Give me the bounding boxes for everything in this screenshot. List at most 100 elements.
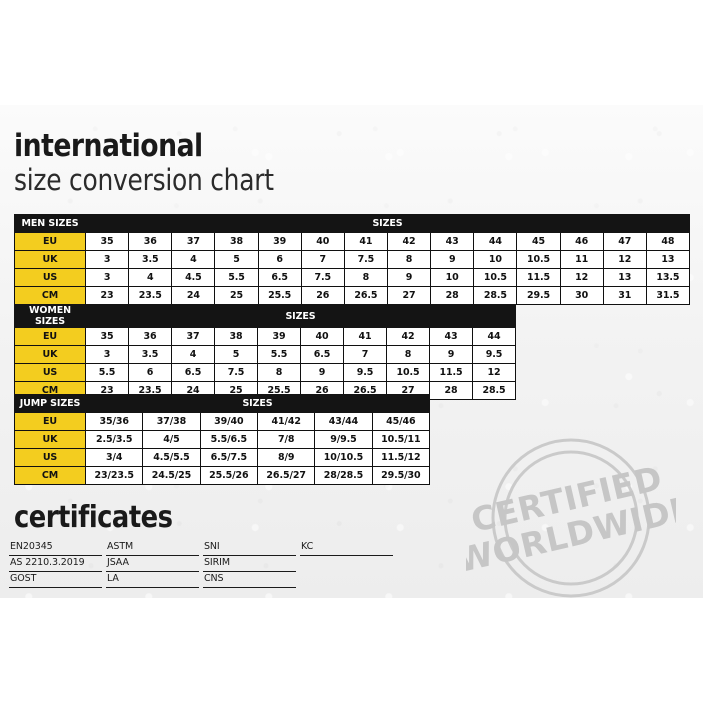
row-label-eu: EU <box>14 232 86 251</box>
size-cell: 45/46 <box>371 412 431 431</box>
table-row: EU 35/36 37/38 39/40 41/42 43/44 45/46 <box>14 412 431 431</box>
size-cell: 38 <box>214 327 258 346</box>
row-label-eu: EU <box>14 327 86 346</box>
size-cell: 8 <box>257 363 301 382</box>
size-cell: 26.5 <box>343 286 388 305</box>
page-subtitle: size conversion chart <box>14 163 274 197</box>
size-cell: 4 <box>171 345 215 364</box>
size-cell: 4/5 <box>142 430 201 449</box>
size-cell: 13 <box>645 250 691 269</box>
page-heading-group: international size conversion chart <box>14 130 316 197</box>
size-cell: 7.5 <box>343 250 388 269</box>
certificate-sirim: SIRIM <box>203 556 296 572</box>
size-cell: 23/23.5 <box>84 466 144 485</box>
size-cell: 42 <box>386 232 432 251</box>
table-row: US 3 4 4.5 5.5 6.5 7.5 8 9 10 10.5 11.5 12 13 13.5 <box>14 268 691 287</box>
size-cell: 3.5 <box>128 345 172 364</box>
size-cell: 41 <box>343 327 387 346</box>
certificate-row: AS 2210.3.2019 JSAA SIRIM <box>9 556 399 572</box>
row-label-us: US <box>14 363 86 382</box>
size-cell: 27 <box>386 286 432 305</box>
size-cell: 7 <box>343 345 387 364</box>
size-cell: 29.5/30 <box>371 466 431 485</box>
size-cell: 6 <box>128 363 172 382</box>
size-cell: 38 <box>214 232 259 251</box>
row-label-us: US <box>14 448 86 467</box>
women-table-body: EU 35 36 37 38 39 40 41 42 43 44 UK 3 3.5 4 5 5.5 6.5 7 8 9 9… <box>14 327 516 400</box>
size-cell: 10 <box>430 268 475 287</box>
size-cell: 30 <box>559 286 604 305</box>
size-cell: 13.5 <box>645 268 691 287</box>
size-cell: 9.5 <box>343 363 387 382</box>
size-cell: 40 <box>300 232 345 251</box>
table-row: UK 3 3.5 4 5 5.5 6.5 7 8 9 9.5 <box>14 345 516 364</box>
table-row: CM 23/23.5 24.5/25 25.5/26 26.5/27 28/28.5 29.… <box>14 466 431 485</box>
size-cell: 24 <box>171 286 216 305</box>
women-sizes-band: SIZES <box>85 304 516 328</box>
size-cell: 48 <box>645 232 691 251</box>
size-cell: 10/10.5 <box>314 448 373 467</box>
size-cell: 9 <box>300 363 344 382</box>
size-cell: 12 <box>602 250 647 269</box>
size-cell: 7/8 <box>256 430 316 449</box>
size-cell: 5.5 <box>85 363 129 382</box>
size-cell: 35/36 <box>84 412 144 431</box>
size-cell: 7.5 <box>214 363 258 382</box>
row-label-cm: CM <box>14 286 86 305</box>
size-cell: 6.5 <box>171 363 215 382</box>
men-table-body: EU 35 36 37 38 39 40 41 42 43 44 45 46 47 48 UK 3 3.5 4 5 6 7… <box>14 232 691 305</box>
size-cell: 28 <box>430 286 475 305</box>
size-cell: 31 <box>602 286 647 305</box>
size-cell: 37 <box>171 232 216 251</box>
size-cell: 28.5 <box>473 286 518 305</box>
size-cell: 39/40 <box>199 412 258 431</box>
certificate-blank <box>300 572 393 588</box>
size-cell: 39 <box>257 232 302 251</box>
size-cell: 13 <box>602 268 647 287</box>
row-label-uk: UK <box>14 345 86 364</box>
size-cell: 6 <box>257 250 302 269</box>
size-cell: 9.5 <box>472 345 516 364</box>
size-cell: 37 <box>171 327 215 346</box>
jump-sizes-table: JUMP SIZES SIZES EU 35/36 37/38 39/40 41/42 4… <box>14 394 431 485</box>
size-cell: 11 <box>559 250 604 269</box>
size-cell: 7 <box>300 250 345 269</box>
certificate-kc: KC <box>300 540 393 556</box>
table-row: US 5.5 6 6.5 7.5 8 9 9.5 10.5 11.5 12 <box>14 363 516 382</box>
certificate-sni: SNI <box>203 540 296 556</box>
size-cell: 10.5/11 <box>371 430 431 449</box>
size-cell: 11.5 <box>429 363 473 382</box>
table-header-row: JUMP SIZES SIZES <box>14 394 430 413</box>
size-cell: 9 <box>429 345 473 364</box>
size-cell: 2.5/3.5 <box>84 430 144 449</box>
size-cell: 23 <box>84 286 130 305</box>
certificate-en20345: EN20345 <box>9 540 102 556</box>
size-cell: 25.5 <box>257 286 302 305</box>
size-cell: 31.5 <box>645 286 691 305</box>
size-cell: 6.5 <box>257 268 302 287</box>
size-cell: 10.5 <box>386 363 430 382</box>
size-cell: 42 <box>386 327 430 346</box>
men-sizes-table: MEN SIZES SIZES EU 35 36 37 38 39 40 41 42 43 44 45… <box>14 214 691 305</box>
certificate-gost: GOST <box>9 572 102 588</box>
table-row: UK 2.5/3.5 4/5 5.5/6.5 7/8 9/9.5 10.5/11 <box>14 430 431 449</box>
size-cell: 12 <box>559 268 604 287</box>
size-cell: 11.5/12 <box>371 448 431 467</box>
men-sizes-band: SIZES <box>85 214 690 233</box>
size-cell: 9 <box>430 250 475 269</box>
size-cell: 3.5 <box>128 250 173 269</box>
size-cell: 8 <box>386 345 430 364</box>
size-cell: 28.5 <box>472 381 516 400</box>
size-cell: 23.5 <box>128 286 173 305</box>
size-cell: 41 <box>343 232 388 251</box>
certificate-astm: ASTM <box>106 540 199 556</box>
size-cell: 35 <box>84 232 130 251</box>
size-cell: 46 <box>559 232 604 251</box>
size-cell: 41/42 <box>256 412 316 431</box>
size-cell: 43/44 <box>314 412 373 431</box>
size-cell: 9/9.5 <box>314 430 373 449</box>
size-cell: 9 <box>386 268 432 287</box>
size-cell: 3 <box>85 345 129 364</box>
size-cell: 10.5 <box>516 250 561 269</box>
women-sizes-header: WOMEN SIZES <box>14 304 86 328</box>
